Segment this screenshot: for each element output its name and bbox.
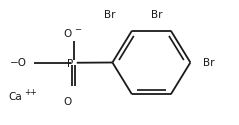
Text: O: O [63,29,72,39]
Text: Br: Br [104,10,116,20]
Text: −O: −O [10,58,27,68]
Text: Br: Br [151,10,163,20]
Text: P: P [67,59,73,69]
Text: ++: ++ [24,88,37,97]
Text: O: O [63,97,71,107]
Text: −: − [74,25,81,34]
Text: Br: Br [203,58,215,68]
Text: Ca: Ca [8,92,22,102]
